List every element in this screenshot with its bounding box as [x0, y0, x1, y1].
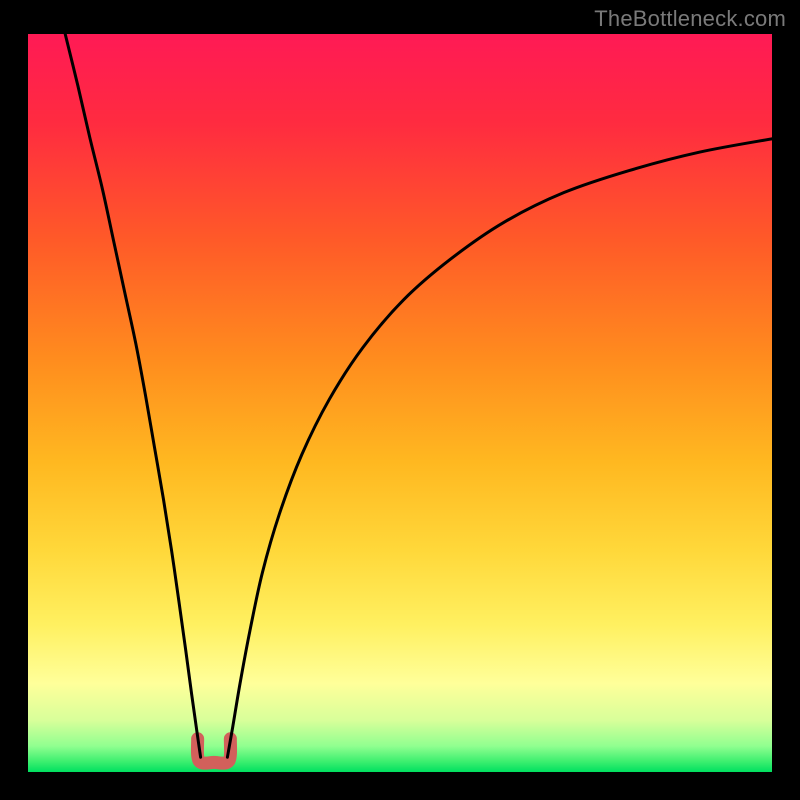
watermark-text: TheBottleneck.com: [594, 6, 786, 32]
plot-svg: [28, 34, 772, 772]
chart-root: TheBottleneck.com: [0, 0, 800, 800]
gradient-background: [28, 34, 772, 772]
plot-area: [28, 34, 772, 772]
